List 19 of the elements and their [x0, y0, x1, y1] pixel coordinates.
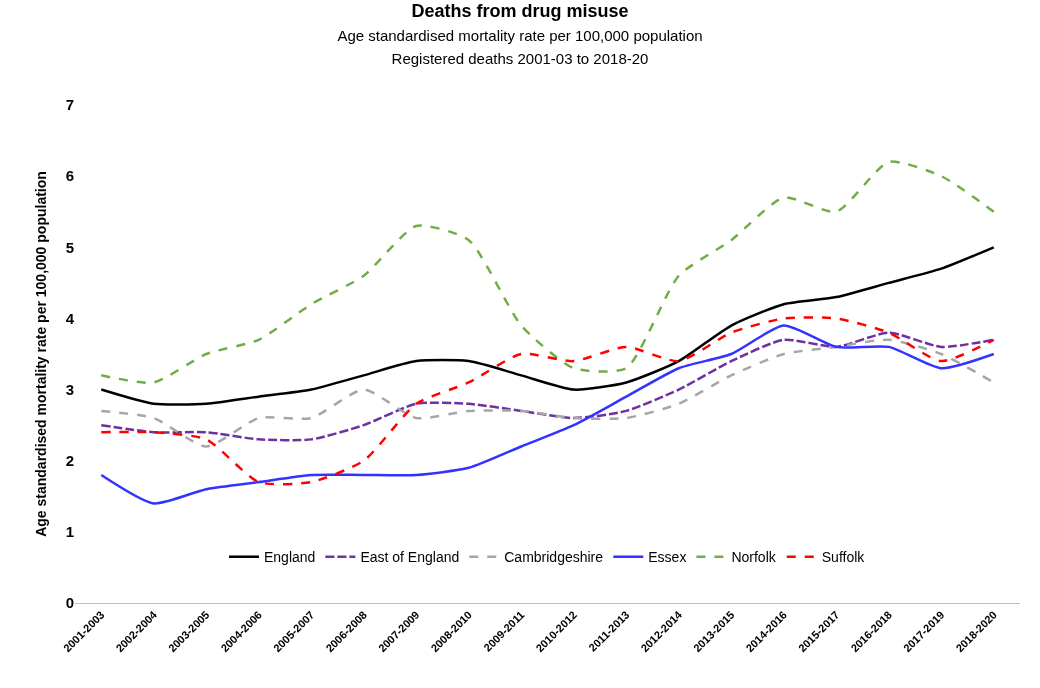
legend-label: East of England — [360, 549, 460, 566]
line-series — [100, 160, 995, 384]
legend-label: Norfolk — [731, 549, 777, 566]
legend-label: Suffolk — [821, 549, 866, 566]
y-tick-label: 0 — [65, 594, 74, 612]
y-tick-label: 4 — [65, 309, 75, 327]
y-tick-label: 6 — [65, 167, 74, 185]
line-series — [100, 246, 995, 406]
y-tick-label: 3 — [65, 380, 74, 398]
y-axis-title: Age standardised mortality rate per 100,000 population — [33, 171, 50, 537]
chart-title: Deaths from drug misuse — [411, 1, 629, 22]
y-tick-label: 7 — [65, 96, 74, 114]
legend-label: England — [264, 549, 316, 566]
y-tick-label: 5 — [65, 238, 74, 256]
chart-subtitle: Age standardised mortality rate per 100,000 population Registered deaths 2001-03 to 2018-20 — [337, 26, 703, 67]
legend-label: Essex — [648, 549, 687, 566]
y-tick-label: 1 — [65, 523, 74, 541]
y-tick-label: 2 — [65, 451, 74, 469]
legend-label: Cambridgeshire — [504, 549, 604, 566]
